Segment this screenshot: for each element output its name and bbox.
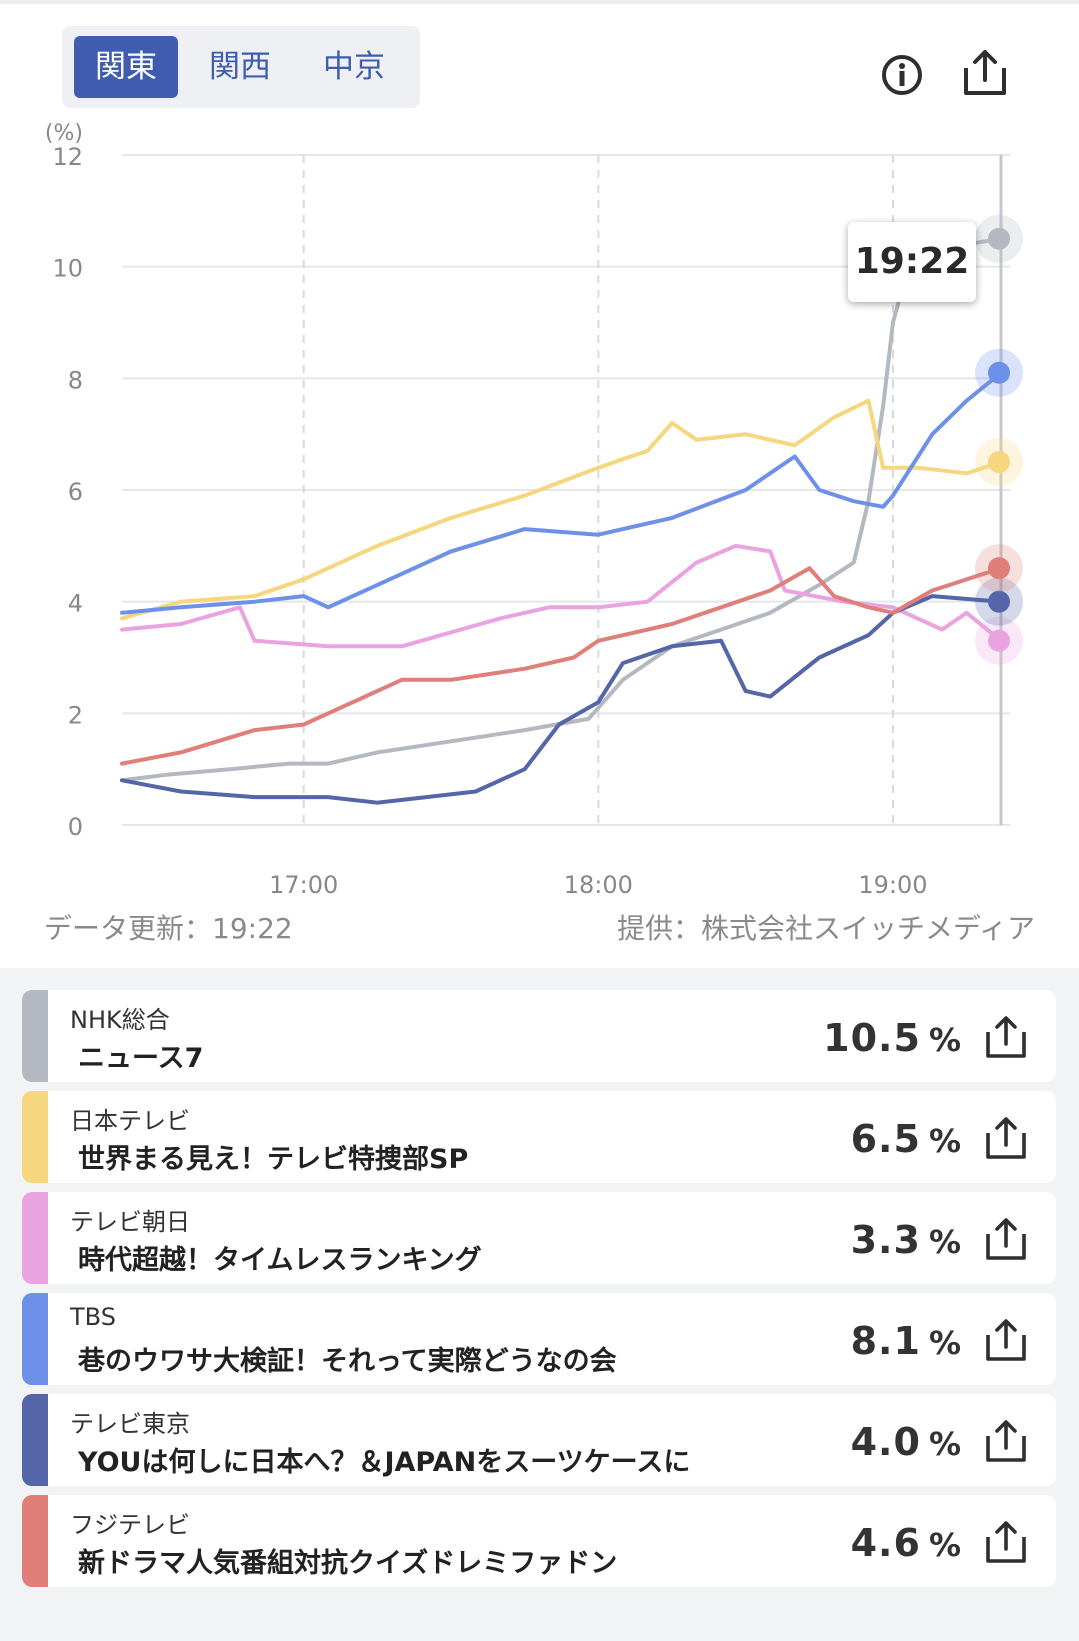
share-upload-icon: [964, 50, 1006, 95]
share-upload-icon: [986, 1117, 1026, 1159]
region-tab-group: 関東 関西 中京: [62, 26, 420, 108]
data-provider-text: 提供：株式会社スイッチメディア: [616, 912, 1035, 945]
tab-kansai[interactable]: 関西: [209, 49, 271, 85]
share-upload-icon: [986, 1218, 1026, 1260]
share-upload-icon: [986, 1016, 1026, 1058]
rating-value: 3.3%: [850, 1218, 962, 1262]
station-color-bar: [22, 1394, 48, 1486]
program-card-fuji[interactable]: フジテレビ 新ドラマ人気番組対抗クイズドレミファドン 4.6%: [22, 1495, 1056, 1587]
program-card-tv-tokyo[interactable]: テレビ東京 YOUは何しに日本へ？＆JAPANをスーツケースに 4.0%: [22, 1394, 1056, 1486]
program-list: NHK総合 ニュース7 10.5% 日本テレビ 世界まる見え！テレビ特捜部SP …: [0, 968, 1079, 1641]
station-color-bar: [22, 1495, 48, 1587]
share-upload-icon: [986, 1521, 1026, 1563]
program-title: 世界まる見え！テレビ特捜部SP: [78, 1144, 469, 1175]
station-color-bar: [22, 1192, 48, 1284]
y-tick-label: 6: [68, 478, 83, 506]
series-line: [120, 231, 1003, 783]
program-card-tv-asahi[interactable]: テレビ朝日 時代超越！タイムレスランキング 3.3%: [22, 1192, 1056, 1284]
series-end-point: [988, 451, 1010, 474]
series-end-point: [988, 227, 1010, 250]
y-tick-label: 0: [68, 813, 83, 841]
program-card-tbs[interactable]: TBS 巷のウワサ大検証！それって実際どうなの会 8.1%: [22, 1293, 1056, 1385]
data-updated-text: データ更新：19:22: [44, 912, 293, 945]
program-share-button[interactable]: [984, 1216, 1028, 1262]
station-color-bar: [22, 1293, 48, 1385]
x-tick-label: 17:00: [269, 871, 338, 899]
tab-chukyo[interactable]: 中京: [323, 49, 385, 85]
station-color-bar: [22, 1091, 48, 1183]
rating-value: 8.1%: [850, 1319, 962, 1363]
series-end-point: [988, 629, 1010, 652]
station-name: テレビ朝日: [70, 1208, 190, 1236]
viewer-rating-chart[interactable]: 0 2 4 6 8 10 12 (%) 17:00 18:00 19:00 19:22: [0, 110, 1079, 960]
station-color-bar: [22, 990, 48, 1082]
chart-canvas: 0 2 4 6 8 10 12(%) 17:00 18:00 19:00: [45, 121, 1023, 899]
program-share-button[interactable]: [984, 1418, 1028, 1464]
series-end-point: [988, 557, 1010, 580]
top-divider: [0, 0, 1079, 4]
y-tick-label: 4: [68, 590, 83, 618]
rating-value: 10.5%: [823, 1016, 962, 1060]
program-share-button[interactable]: [984, 1014, 1028, 1060]
series-line: [120, 398, 1003, 621]
program-title: ニュース7: [78, 1043, 204, 1074]
share-upload-icon: [986, 1319, 1026, 1361]
program-share-button[interactable]: [984, 1519, 1028, 1565]
x-tick-label: 18:00: [564, 871, 633, 899]
station-name: フジテレビ: [70, 1511, 190, 1539]
program-share-button[interactable]: [984, 1317, 1028, 1363]
info-circle-icon: [882, 55, 922, 95]
station-name: TBS: [70, 1303, 116, 1331]
series-line: [120, 370, 1003, 615]
rating-value: 4.0%: [850, 1420, 962, 1464]
y-tick-label: 12: [52, 143, 83, 171]
cursor-time-tooltip: 19:22: [848, 222, 976, 302]
y-tick-label: 8: [68, 366, 83, 394]
info-button[interactable]: [880, 53, 924, 97]
station-name: NHK総合: [70, 1006, 170, 1034]
series-end-point: [988, 590, 1010, 613]
station-name: テレビ東京: [70, 1410, 190, 1438]
rating-value: 4.6%: [850, 1521, 962, 1565]
x-tick-label: 19:00: [858, 871, 927, 899]
rating-value: 6.5%: [850, 1117, 962, 1161]
station-name: 日本テレビ: [70, 1107, 190, 1135]
program-share-button[interactable]: [984, 1115, 1028, 1161]
program-card-nhk[interactable]: NHK総合 ニュース7 10.5%: [22, 990, 1056, 1082]
series-end-point: [988, 361, 1010, 384]
share-button[interactable]: [962, 48, 1008, 98]
program-title: 巷のウワサ大検証！それって実際どうなの会: [78, 1346, 617, 1377]
share-upload-icon: [986, 1420, 1026, 1462]
y-tick-label: 2: [68, 701, 83, 729]
program-card-ntv[interactable]: 日本テレビ 世界まる見え！テレビ特捜部SP 6.5%: [22, 1091, 1056, 1183]
program-title: 時代超越！タイムレスランキング: [78, 1245, 482, 1276]
y-tick-label: 10: [52, 255, 83, 283]
tab-kanto[interactable]: 関東: [74, 36, 178, 98]
program-title: YOUは何しに日本へ？＆JAPANをスーツケースに: [78, 1447, 691, 1478]
series-line: [120, 566, 1003, 766]
y-axis-unit: (%): [45, 121, 83, 146]
program-title: 新ドラマ人気番組対抗クイズドレミファドン: [78, 1548, 618, 1579]
series-line: [120, 594, 1003, 805]
series-line: [120, 543, 1003, 649]
